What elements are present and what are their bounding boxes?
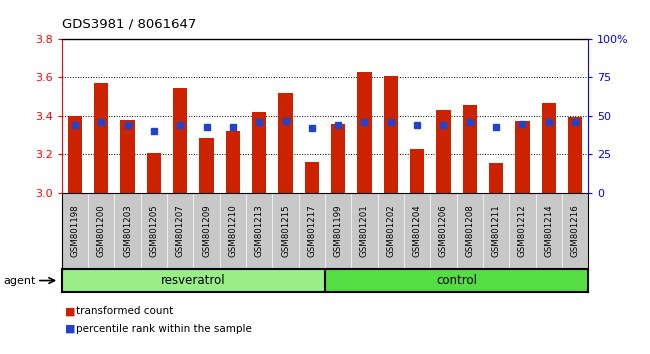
Text: transformed count: transformed count — [76, 306, 174, 316]
Bar — [200, 138, 214, 193]
Text: GSM801203: GSM801203 — [123, 205, 132, 257]
Text: GSM801211: GSM801211 — [491, 205, 500, 257]
Text: agent: agent — [3, 275, 36, 286]
Text: GSM801204: GSM801204 — [413, 205, 422, 257]
Bar — [62, 269, 325, 292]
Bar — [120, 120, 135, 193]
Bar — [568, 117, 582, 193]
Bar — [515, 121, 530, 193]
Bar — [541, 103, 556, 193]
Text: GSM801216: GSM801216 — [571, 205, 580, 257]
Text: GSM801201: GSM801201 — [360, 205, 369, 257]
Bar — [94, 83, 109, 193]
Text: control: control — [436, 274, 477, 287]
Bar — [226, 131, 240, 193]
Bar — [252, 112, 266, 193]
Text: ■: ■ — [65, 324, 75, 334]
Text: GSM801198: GSM801198 — [70, 205, 79, 257]
Text: GSM801212: GSM801212 — [518, 205, 527, 257]
Bar — [173, 88, 187, 193]
Bar — [325, 269, 588, 292]
Text: GSM801199: GSM801199 — [333, 205, 343, 257]
Text: GSM801208: GSM801208 — [465, 205, 474, 257]
Text: GSM801210: GSM801210 — [228, 205, 237, 257]
Bar — [358, 72, 372, 193]
Bar — [147, 153, 161, 193]
Text: GSM801217: GSM801217 — [307, 205, 317, 257]
Text: GSM801202: GSM801202 — [386, 205, 395, 257]
Bar — [410, 149, 424, 193]
Text: GSM801205: GSM801205 — [150, 205, 159, 257]
Bar — [436, 110, 450, 193]
Bar — [384, 75, 398, 193]
Bar — [305, 162, 319, 193]
Bar — [331, 124, 345, 193]
Bar — [489, 163, 503, 193]
Text: ■: ■ — [65, 306, 75, 316]
Text: GSM801213: GSM801213 — [255, 205, 264, 257]
Text: GSM801209: GSM801209 — [202, 205, 211, 257]
Bar — [68, 116, 82, 193]
Text: GSM801214: GSM801214 — [544, 205, 553, 257]
Bar — [463, 105, 477, 193]
Text: GSM801206: GSM801206 — [439, 205, 448, 257]
Text: resveratrol: resveratrol — [161, 274, 226, 287]
Text: GSM801215: GSM801215 — [281, 205, 290, 257]
Bar — [278, 93, 292, 193]
Text: GSM801207: GSM801207 — [176, 205, 185, 257]
Text: percentile rank within the sample: percentile rank within the sample — [76, 324, 252, 334]
Text: GSM801200: GSM801200 — [97, 205, 106, 257]
Text: GDS3981 / 8061647: GDS3981 / 8061647 — [62, 18, 196, 31]
